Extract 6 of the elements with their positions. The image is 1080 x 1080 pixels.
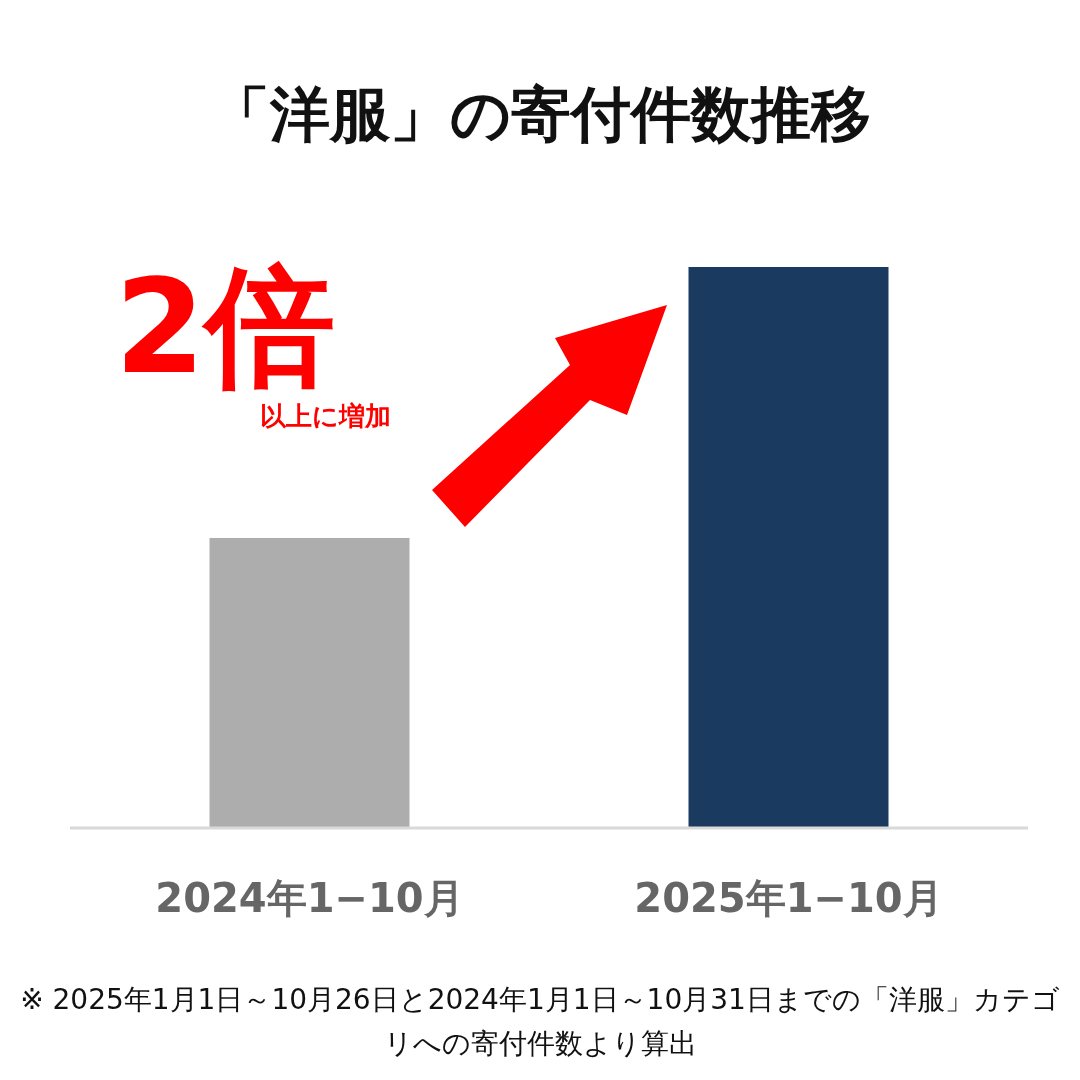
x-tick-label: 2025年1−10月 — [634, 875, 943, 921]
chart-title: 「洋服」の寄付件数推移 — [209, 79, 871, 149]
text: ※ 2025年1月1日～10月26日と2024年1月1日～10月31日までの「洋服」カテゴリへの寄付件数より算出 — [20, 982, 1060, 1062]
x-tick-label: 2024年1−10月 — [155, 875, 464, 921]
annotation: 以上に増加 — [259, 401, 391, 431]
annotation: 2倍 — [114, 251, 336, 403]
